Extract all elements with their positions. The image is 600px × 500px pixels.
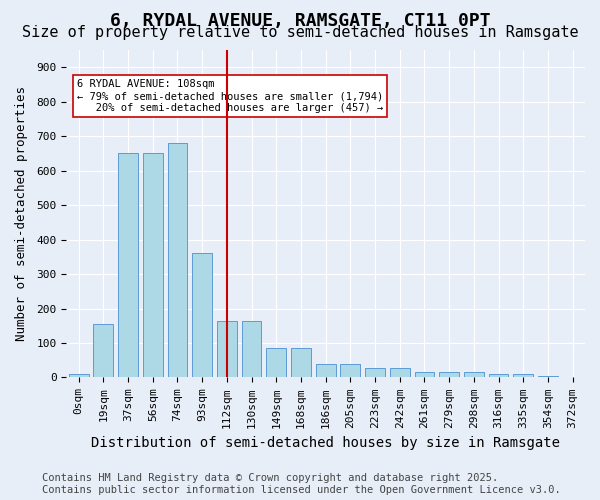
Y-axis label: Number of semi-detached properties: Number of semi-detached properties (15, 86, 28, 341)
Bar (143, 154, 163, 378)
Bar (514, 374, 533, 378)
Bar (167, 143, 187, 378)
Text: 6, RYDAL AVENUE, RAMSGATE, CT11 0PT: 6, RYDAL AVENUE, RAMSGATE, CT11 0PT (110, 12, 490, 30)
Bar (390, 368, 410, 378)
Bar (118, 154, 138, 378)
Bar (488, 374, 508, 378)
Text: 6 RYDAL AVENUE: 108sqm
← 79% of semi-detached houses are smaller (1,794)
   20% : 6 RYDAL AVENUE: 108sqm ← 79% of semi-det… (77, 80, 383, 112)
Bar (242, 320, 262, 378)
Text: Size of property relative to semi-detached houses in Ramsgate: Size of property relative to semi-detach… (22, 25, 578, 40)
Bar (94, 324, 113, 378)
Bar (340, 364, 360, 378)
Bar (192, 254, 212, 378)
Bar (464, 372, 484, 378)
Bar (538, 376, 558, 378)
Bar (415, 372, 434, 378)
Bar (266, 348, 286, 378)
Bar (69, 374, 89, 378)
Text: Contains HM Land Registry data © Crown copyright and database right 2025.
Contai: Contains HM Land Registry data © Crown c… (42, 474, 561, 495)
Bar (439, 372, 459, 378)
Bar (316, 364, 335, 378)
Bar (291, 348, 311, 378)
Bar (217, 320, 237, 378)
Bar (365, 368, 385, 378)
X-axis label: Distribution of semi-detached houses by size in Ramsgate: Distribution of semi-detached houses by … (91, 436, 560, 450)
